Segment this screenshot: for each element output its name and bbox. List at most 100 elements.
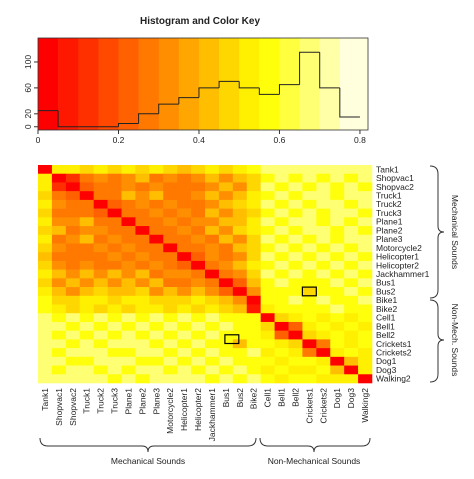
heatmap-cell	[163, 199, 178, 209]
heatmap-cell	[316, 374, 331, 384]
heatmap-cell	[163, 173, 178, 183]
heatmap-cell	[93, 304, 108, 314]
heatmap-cell	[330, 348, 345, 358]
heatmap-cell	[177, 287, 192, 297]
heatmap-cell	[302, 199, 317, 209]
row-label: Dog1	[376, 356, 397, 366]
heatmap-cell	[121, 260, 136, 270]
heatmap-cell	[358, 234, 373, 244]
heatmap-cell	[288, 295, 303, 305]
heatmap-cell	[135, 226, 150, 236]
heatmap-cell	[191, 287, 206, 297]
heatmap-cell	[232, 356, 248, 366]
heatmap-cell	[302, 165, 317, 175]
heatmap-cell	[330, 356, 345, 366]
heatmap-cell	[344, 234, 359, 244]
histogram-step	[278, 84, 300, 95]
heatmap-cell	[274, 234, 289, 244]
heatmap-cell	[191, 182, 206, 192]
heatmap-cell	[316, 208, 331, 218]
col-label: Crickets2	[318, 388, 328, 424]
color-band	[259, 38, 280, 130]
heatmap-cell	[246, 374, 261, 384]
heatmap-cell	[330, 260, 345, 270]
col-label: Dog3	[346, 388, 356, 409]
row-label: Shopvac1	[376, 173, 414, 183]
heatmap-cell	[163, 295, 178, 305]
heatmap-cell	[246, 278, 261, 288]
heatmap-cell	[330, 191, 345, 201]
heatmap-cell	[232, 217, 248, 227]
heatmap-cell	[358, 348, 373, 358]
heatmap-cell	[274, 330, 289, 340]
heatmap-cell	[302, 304, 317, 314]
heatmap-cell	[246, 330, 261, 340]
heatmap-cell	[232, 191, 248, 201]
heatmap-cell	[149, 321, 164, 331]
heatmap-cell	[246, 287, 261, 297]
row-label: Bike2	[376, 304, 398, 314]
heatmap-cell	[246, 321, 261, 331]
heatmap-cell	[330, 165, 345, 175]
col-label: Crickets1	[304, 388, 314, 424]
heatmap-cell	[316, 330, 331, 340]
heatmap-cell	[149, 287, 164, 297]
color-band	[58, 38, 79, 130]
heatmap-cell	[344, 356, 359, 366]
heatmap-cell	[274, 173, 289, 183]
heatmap-cell	[93, 348, 108, 358]
heatmap-cell	[288, 234, 303, 244]
heatmap-cell	[260, 243, 275, 253]
heatmap-cell	[274, 217, 289, 227]
heatmap-cell	[232, 199, 248, 209]
heatmap-cell	[260, 165, 275, 175]
heatmap-cell	[330, 182, 345, 192]
heatmap-cell	[65, 165, 81, 175]
heatmap-cell	[93, 182, 108, 192]
heatmap-cell	[260, 330, 275, 340]
heatmap-cell	[302, 173, 317, 183]
heatmap-cell	[232, 243, 248, 253]
heatmap-cell	[93, 252, 108, 262]
heatmap-cell	[232, 295, 248, 305]
heatmap-cell	[205, 173, 220, 183]
heatmap-cell	[205, 191, 220, 201]
heatmap-cell	[344, 252, 359, 262]
heatmap-cell	[121, 226, 136, 236]
heatmap-cell	[288, 348, 303, 358]
heatmap-cell	[205, 365, 220, 375]
bracket	[429, 299, 445, 383]
heatmap-cell	[177, 234, 192, 244]
heatmap-cell	[302, 348, 317, 358]
heatmap-cell	[191, 260, 206, 270]
heatmap-cell	[344, 339, 359, 349]
heatmap-cell	[163, 330, 178, 340]
histogram-step	[198, 87, 220, 98]
heatmap-cell	[79, 252, 94, 262]
heatmap-cell	[274, 243, 289, 253]
heatmap-cell	[288, 252, 303, 262]
heatmap-cell	[344, 182, 359, 192]
heatmap-cell	[135, 356, 150, 366]
heatmap-cell	[205, 339, 220, 349]
heatmap-cell	[38, 295, 53, 305]
heatmap-cell	[107, 234, 122, 244]
heatmap-cell	[79, 260, 94, 270]
heatmap-cell	[288, 199, 303, 209]
heatmap-cell	[65, 173, 81, 183]
heatmap-cell	[177, 269, 192, 279]
row-label: Truck3	[376, 208, 402, 218]
heatmap-cell	[218, 208, 234, 218]
heatmap-cell	[135, 260, 150, 270]
x-tick-label: 0.4	[193, 135, 205, 145]
heatmap-cell	[121, 295, 136, 305]
heatmap-cell	[302, 234, 317, 244]
heatmap-cell	[274, 199, 289, 209]
heatmap-cell	[135, 374, 150, 384]
heatmap-cell	[344, 173, 359, 183]
heatmap-cell	[274, 208, 289, 218]
heatmap-cell	[121, 252, 136, 262]
heatmap-cell	[316, 295, 331, 305]
col-label: Shopvac2	[68, 388, 78, 426]
row-label: Jackhammer1	[376, 269, 430, 279]
